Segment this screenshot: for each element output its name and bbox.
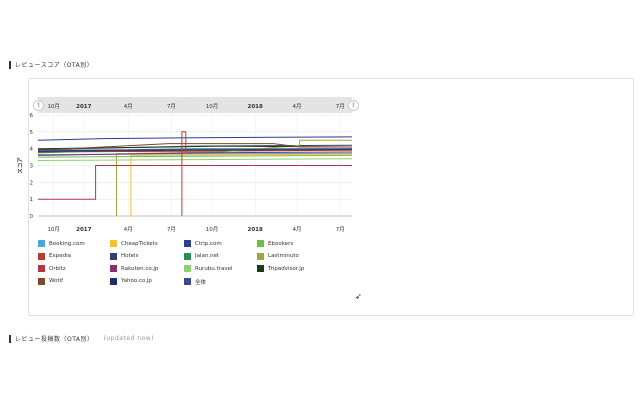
legend-item[interactable]: Ctrip.com — [184, 240, 222, 247]
navigator-tick-label: 4月 — [293, 103, 302, 110]
navigator-tick-label: 2017 — [76, 104, 91, 110]
section-title-review-count: レビュー投稿数（OTA別） (updated now) — [9, 334, 154, 343]
title-bar-marker — [9, 334, 11, 343]
title-bar-marker — [9, 60, 11, 69]
legend-item[interactable]: Booking.com — [38, 240, 85, 247]
x-tick-label: 4月 — [124, 226, 133, 233]
mouse-cursor-icon: ➶ — [355, 292, 362, 301]
x-tick-label: 7月 — [336, 226, 345, 233]
legend-swatch — [257, 240, 264, 247]
y-tick-label: 0 — [30, 214, 34, 220]
chart-panel — [28, 78, 634, 316]
series-line — [37, 136, 353, 141]
legend-swatch — [38, 252, 45, 260]
x-tick-label: 2018 — [248, 227, 263, 233]
legend-swatch — [257, 265, 264, 272]
navigator-tick-label: 7月 — [336, 103, 345, 110]
navigator-tick-label: 10月 — [206, 103, 219, 110]
legend-swatch — [184, 265, 191, 272]
legend-label: Ebookers — [268, 240, 294, 247]
series-line — [37, 154, 353, 158]
navigator-right-handle[interactable]: ‖ — [348, 100, 359, 111]
navigator-tick-label: 10月 — [47, 103, 60, 110]
x-tick-label: 7月 — [167, 226, 176, 233]
section-title-text: レビュースコア（OTA別） — [15, 62, 94, 69]
legend-swatch — [184, 240, 191, 247]
legend-swatch — [38, 265, 45, 272]
legend-label: CheapTickets — [121, 240, 158, 247]
y-tick-label: 6 — [30, 113, 34, 119]
legend-label: 全体 — [195, 279, 207, 286]
navigator-tick-label: 7月 — [167, 103, 176, 110]
series-line — [37, 151, 353, 156]
x-tick-label: 2017 — [76, 227, 91, 233]
y-tick-label: 4 — [30, 147, 34, 153]
legend-item[interactable]: CheapTickets — [110, 240, 158, 247]
legend-label: Tripadvisor.jp — [268, 265, 305, 272]
legend-item[interactable]: Lastminuto — [257, 252, 299, 260]
legend-item[interactable]: Jalan.net — [184, 252, 220, 260]
x-tick-label: 10月 — [206, 226, 219, 233]
legend-swatch — [38, 277, 45, 285]
section-title-review-score: レビュースコア（OTA別） — [9, 60, 93, 69]
series-line — [38, 165, 352, 200]
legend-label: Ctrip.com — [195, 240, 222, 247]
series-line-spike — [181, 131, 187, 216]
legend-label: Lastminuto — [268, 253, 299, 259]
legend-swatch — [110, 252, 117, 260]
series-line — [37, 143, 352, 151]
y-tick-label: 1 — [30, 197, 34, 203]
updated-note: (updated now) — [103, 335, 154, 342]
legend-swatch — [110, 265, 117, 272]
legend-label: Rakuten.co.jp — [121, 265, 159, 272]
legend-item[interactable]: Hotels — [110, 252, 139, 260]
navigator-tick-label: 2018 — [248, 104, 263, 110]
legend-label: Yahoo.co.jp — [121, 278, 152, 284]
y-tick-label: 3 — [30, 164, 34, 170]
x-tick-label: 10月 — [47, 226, 60, 233]
legend-item[interactable]: Rurubu.travel — [184, 265, 233, 272]
legend-label: Booking.com — [49, 240, 85, 247]
legend-item[interactable]: Expedia — [38, 252, 71, 260]
y-tick-label: 5 — [30, 130, 34, 136]
legend-label: Jalan.net — [195, 253, 220, 259]
x-tick-label: 4月 — [293, 226, 302, 233]
navigator-pattern — [38, 97, 352, 113]
legend-label: Rurubu.travel — [195, 265, 233, 272]
legend-item[interactable]: 全体 — [184, 278, 206, 286]
series-line — [130, 153, 353, 216]
series-line — [37, 149, 353, 153]
legend-item[interactable]: Yahoo.co.jp — [110, 277, 152, 285]
y-tick-label: 2 — [30, 180, 34, 186]
legend-swatch — [38, 240, 45, 247]
legend-label: Orbitz — [49, 265, 66, 272]
legend-swatch — [184, 252, 191, 260]
y-axis-title: スコア — [17, 157, 24, 174]
series-line — [37, 148, 353, 151]
navigator-tick-label: 4月 — [124, 103, 133, 110]
series-line — [37, 149, 353, 152]
legend-item[interactable]: Tripadvisor.jp — [257, 265, 304, 272]
legend-swatch — [184, 278, 191, 285]
legend-swatch — [110, 240, 117, 247]
legend-item[interactable]: Rakuten.co.jp — [110, 265, 158, 272]
section-title-text: レビュー投稿数（OTA別） — [15, 336, 94, 343]
series-line — [37, 145, 353, 150]
legend-item[interactable]: Orbitz — [38, 265, 66, 272]
navigator-left-handle[interactable]: ‖ — [33, 100, 44, 111]
legend-item[interactable]: Ebookers — [257, 240, 293, 247]
legend-label: Hotels — [121, 253, 139, 259]
legend-swatch — [110, 277, 117, 285]
series-line — [37, 158, 353, 161]
legend-swatch — [257, 252, 264, 260]
legend-label: Wotif — [49, 278, 64, 284]
series-line — [116, 139, 352, 216]
legend-item[interactable]: Wotif — [38, 277, 64, 285]
legend-label: Expedia — [49, 253, 71, 259]
